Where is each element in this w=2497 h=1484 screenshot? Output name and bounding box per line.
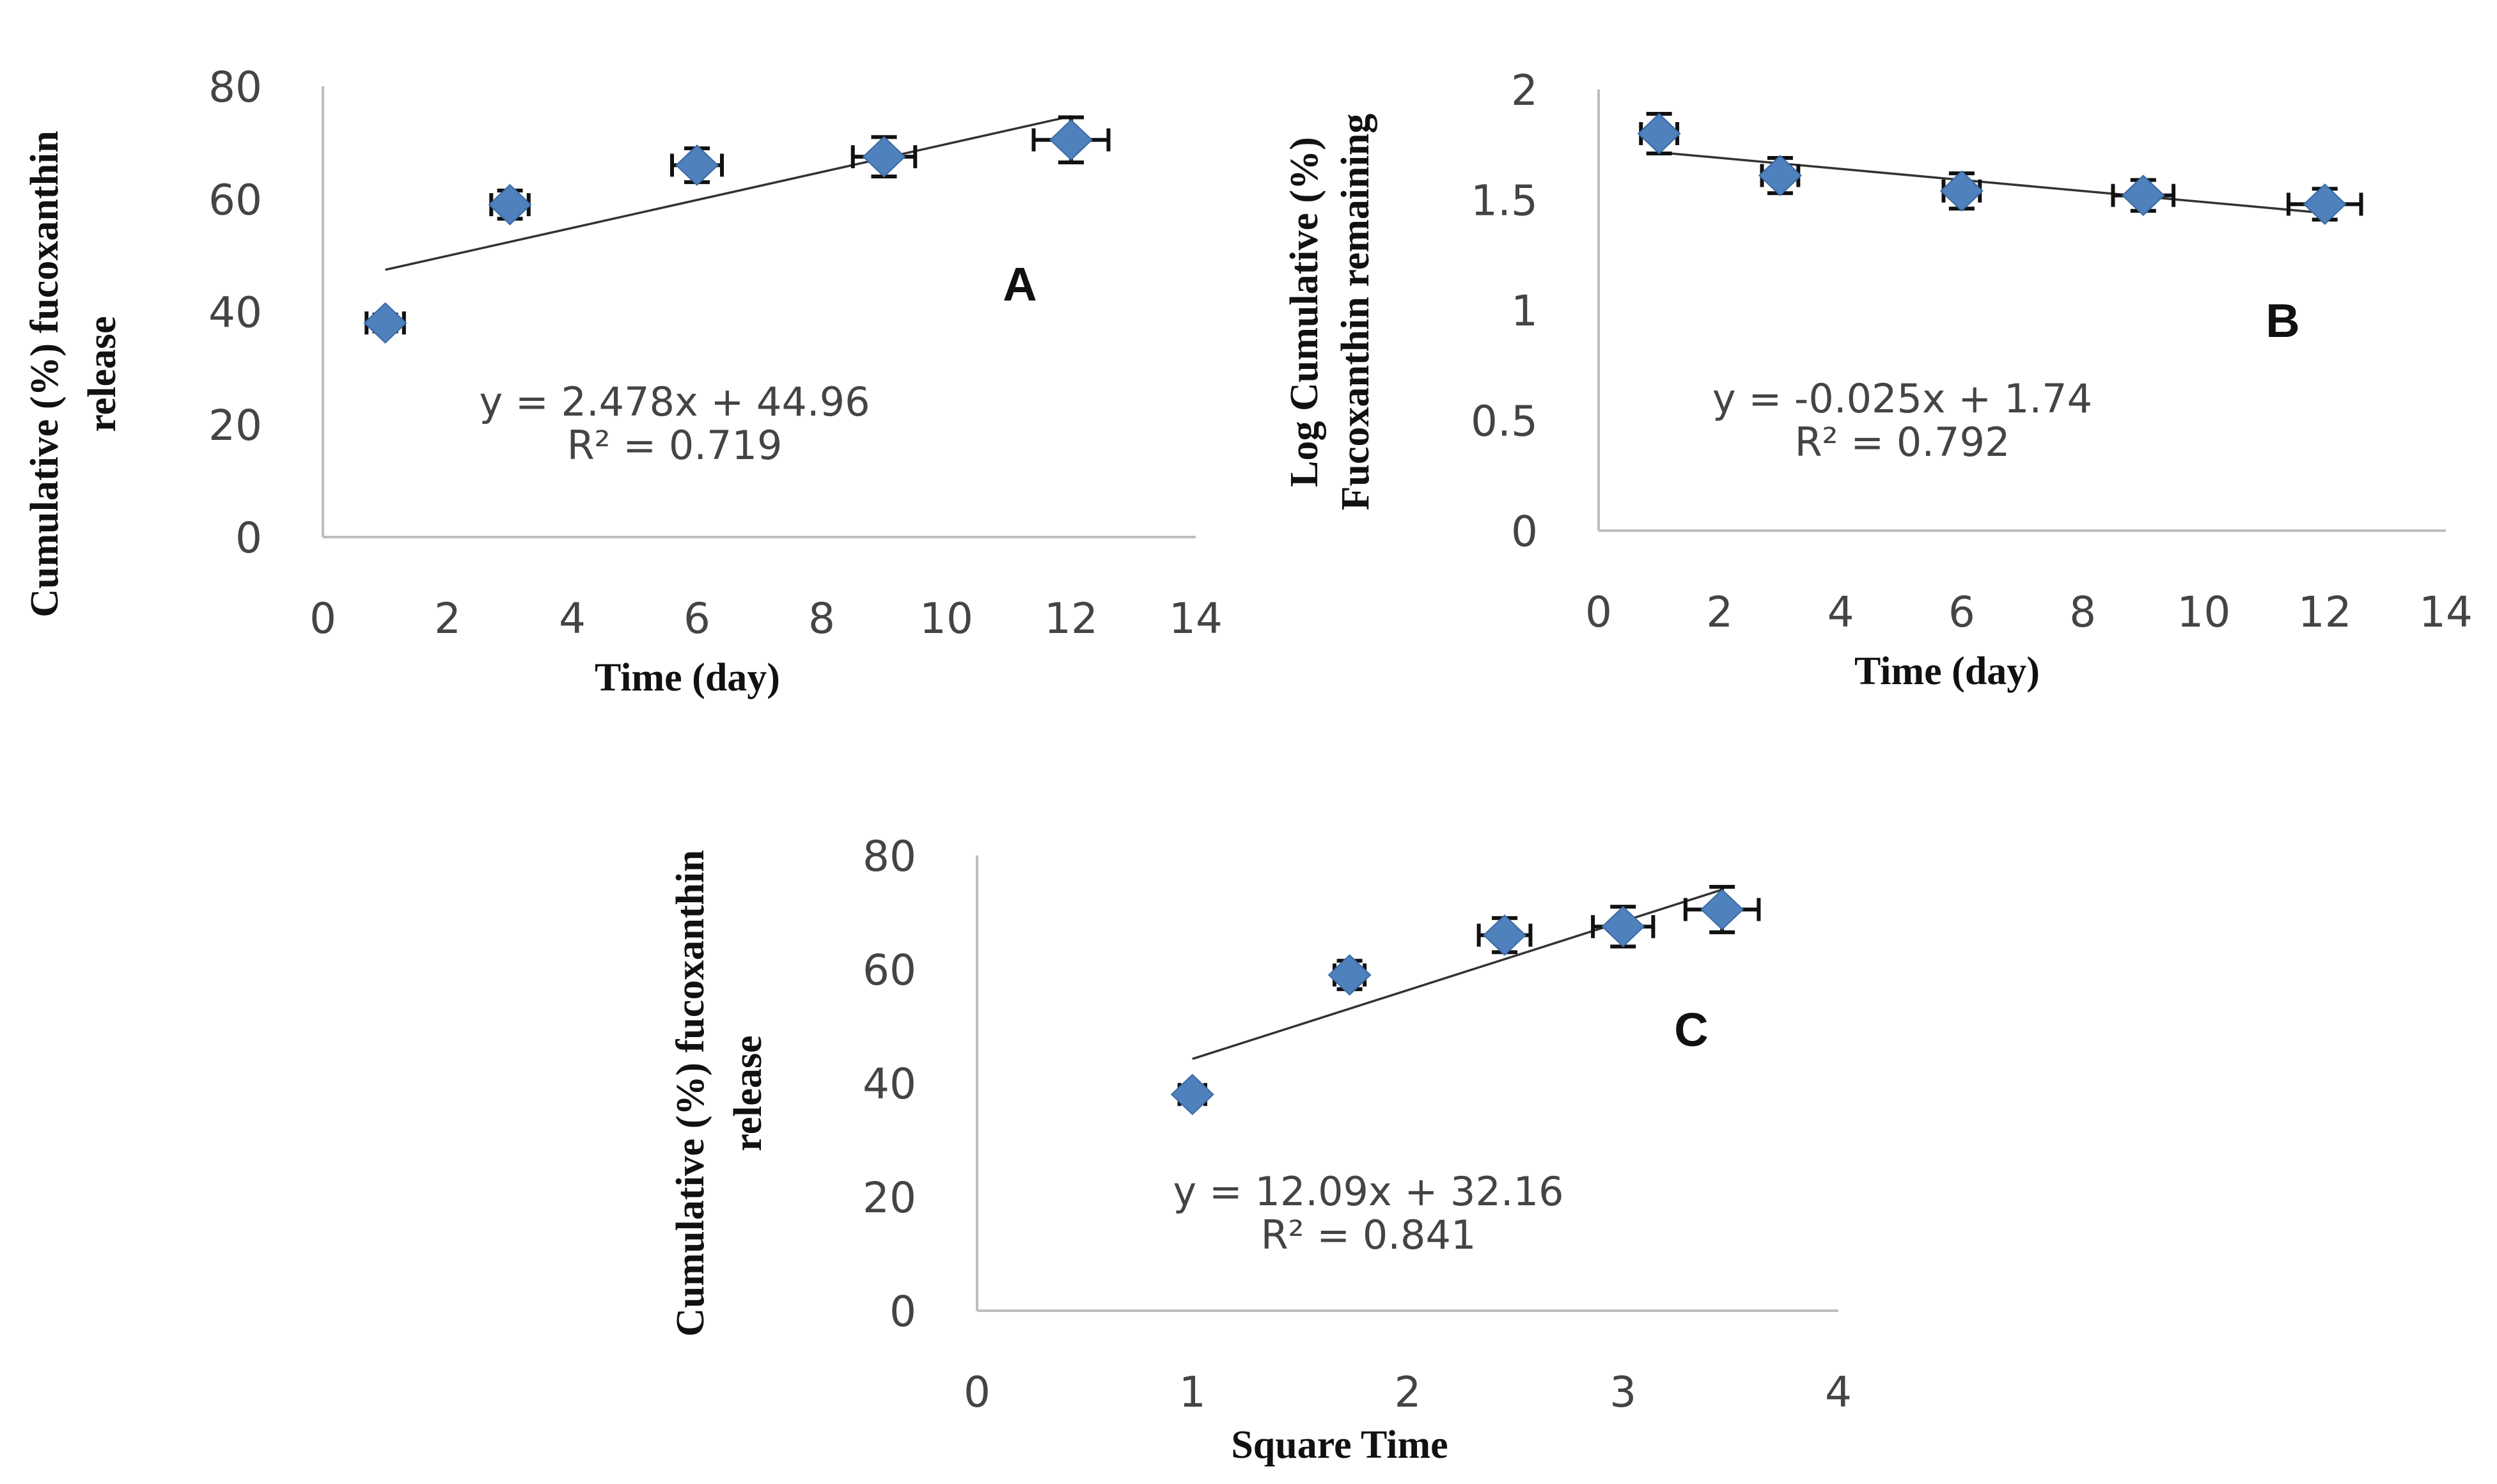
y-tick-label: 60 (863, 946, 916, 995)
y-axis-label: Cumulative (%) fucoxanthin (23, 130, 67, 617)
data-point-marker (1601, 905, 1645, 948)
x-tick-label: 2 (1706, 588, 1733, 637)
data-point-marker (2121, 175, 2165, 216)
data-point-marker (1700, 889, 1744, 930)
data-point-group (488, 184, 532, 226)
y-tick-label: 0 (1511, 507, 1538, 556)
data-point-group (2111, 175, 2176, 216)
data-point-marker (675, 144, 719, 186)
trendline-equation: y = -0.025x + 1.74 (1712, 375, 2092, 422)
data-point-group (1637, 111, 1681, 156)
data-point-group (1031, 115, 1111, 164)
x-tick-label: 1 (1179, 1368, 1206, 1417)
data-point-group (1939, 170, 1984, 212)
x-tick-label: 6 (684, 594, 710, 643)
data-point-group (1327, 954, 1372, 996)
data-point-marker (488, 184, 532, 226)
trendline (385, 115, 1072, 271)
x-tick-label: 8 (2069, 588, 2096, 637)
data-point-marker (862, 136, 906, 178)
x-tick-label: 2 (434, 594, 461, 643)
y-tick-label: 0 (235, 513, 262, 563)
data-point-marker (1170, 1074, 1214, 1116)
y-tick-label: 40 (208, 288, 262, 338)
chart-panel-a: 0 2 4 6 8 10 12 14 0 20 40 60 80 y = 2.478x + 44.96R²… (23, 63, 1223, 699)
y-axis-label: Cumulative (%) fucoxanthin (669, 850, 712, 1336)
data-point-group (1758, 155, 1802, 196)
panel-label: B (2266, 294, 2299, 347)
data-point-group (363, 302, 407, 344)
data-point-marker (1758, 155, 1802, 196)
y-tick-label: 2 (1511, 66, 1538, 115)
data-point-marker (1327, 954, 1372, 996)
y-tick-label: 1 (1511, 286, 1538, 336)
data-point-group (1476, 914, 1533, 956)
x-tick-label: 8 (808, 594, 835, 643)
r-squared-label: R² = 0.841 (1261, 1212, 1476, 1258)
x-tick-label: 2 (1395, 1368, 1421, 1417)
x-tick-label: 0 (964, 1368, 990, 1417)
x-tick-label: 6 (1948, 588, 1975, 637)
data-point-marker (2303, 184, 2347, 225)
y-tick-label: 0.5 (1471, 397, 1538, 446)
data-point-marker (1637, 113, 1681, 155)
x-tick-label: 0 (1585, 588, 1612, 637)
y-axis-label: release (726, 1035, 770, 1151)
data-point-marker (1939, 170, 1984, 212)
x-tick-label: 10 (920, 594, 973, 643)
x-tick-label: 14 (1169, 594, 1223, 643)
y-tick-label: 40 (863, 1059, 916, 1109)
data-point-group (1170, 1074, 1214, 1116)
y-tick-label: 20 (863, 1173, 916, 1222)
x-tick-label: 3 (1609, 1368, 1636, 1417)
x-tick-label: 4 (1828, 588, 1854, 637)
x-axis-label: Square Time (1231, 1423, 1448, 1467)
x-tick-label: 0 (309, 594, 336, 643)
chart-panel-b: 0 2 4 6 8 10 12 14 0 0.5 1 1.5 2 y = -0.025x + 1.74R²… (1283, 66, 2473, 693)
y-tick-label: 60 (208, 175, 262, 224)
x-tick-label: 4 (1825, 1368, 1852, 1417)
data-point-marker (363, 302, 407, 344)
data-point-marker (1483, 914, 1527, 956)
x-tick-label: 4 (559, 594, 586, 643)
y-axis-label: Fucoxanthin remaining (1334, 114, 1377, 511)
trendline-equation: y = 2.478x + 44.96 (479, 379, 870, 425)
x-tick-label: 12 (2298, 588, 2352, 637)
trendline-equation: y = 12.09x + 32.16 (1173, 1168, 1563, 1215)
y-tick-label: 80 (208, 63, 262, 112)
data-point-group (1591, 905, 1656, 949)
data-point-group (850, 135, 918, 178)
y-axis-label: release (81, 316, 124, 432)
x-tick-label: 12 (1044, 594, 1098, 643)
y-tick-label: 0 (889, 1287, 916, 1336)
y-tick-label: 80 (863, 832, 916, 881)
trendline (1659, 151, 2325, 214)
data-point-marker (1049, 119, 1093, 161)
data-point-group (1683, 884, 1761, 935)
y-tick-label: 1.5 (1471, 176, 1538, 226)
x-axis-label: Time (day) (1854, 650, 2040, 693)
trendline (1192, 888, 1723, 1060)
panel-label: A (1003, 258, 1037, 311)
y-axis-label: Log Cumulative (%) (1283, 137, 1326, 487)
x-axis-label: Time (day) (595, 656, 780, 699)
panel-label: C (1674, 1003, 1708, 1056)
r-squared-label: R² = 0.792 (1795, 419, 2010, 465)
x-tick-label: 10 (2177, 588, 2230, 637)
y-tick-label: 20 (208, 401, 262, 450)
data-point-group (670, 144, 724, 186)
data-point-group (2286, 184, 2363, 225)
r-squared-label: R² = 0.719 (567, 422, 783, 469)
x-tick-label: 14 (2419, 588, 2473, 637)
